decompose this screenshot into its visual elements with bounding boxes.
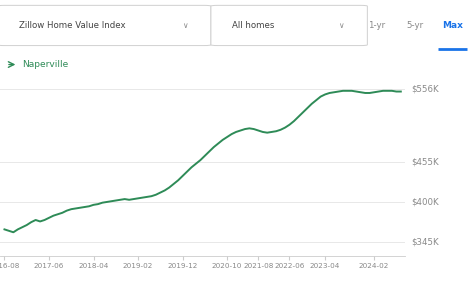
FancyBboxPatch shape xyxy=(211,5,367,46)
FancyBboxPatch shape xyxy=(0,5,211,46)
Text: ∨: ∨ xyxy=(338,21,344,30)
Text: Naperville: Naperville xyxy=(22,60,69,69)
Text: ∨: ∨ xyxy=(182,21,188,30)
Text: 1-yr: 1-yr xyxy=(368,21,385,30)
Text: $345K: $345K xyxy=(411,237,438,246)
Text: $400K: $400K xyxy=(411,198,438,206)
Text: 5-yr: 5-yr xyxy=(406,21,423,30)
Text: Zillow Home Value Index: Zillow Home Value Index xyxy=(19,21,126,30)
Text: $556K: $556K xyxy=(411,85,438,94)
Text: All homes: All homes xyxy=(232,21,274,30)
Text: $455K: $455K xyxy=(411,158,438,167)
Text: Max: Max xyxy=(442,21,463,30)
